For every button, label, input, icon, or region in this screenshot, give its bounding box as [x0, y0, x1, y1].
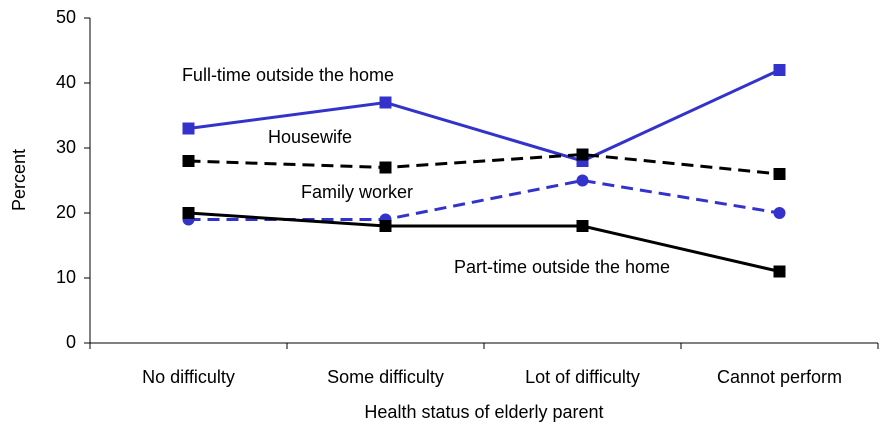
marker: [182, 155, 195, 167]
y-tick-label: 10: [56, 267, 76, 287]
marker: [182, 122, 195, 135]
marker: [379, 220, 392, 232]
marker: [576, 220, 589, 232]
x-tick-label: Cannot perform: [717, 367, 842, 387]
series-line: [188, 178, 780, 221]
y-tick-label: 50: [56, 7, 76, 27]
marker: [576, 174, 589, 187]
marker: [773, 207, 786, 219]
y-tick-label: 40: [56, 72, 76, 92]
series-line: [188, 152, 780, 176]
y-tick-label: 20: [56, 202, 76, 222]
series-label: Family worker: [301, 182, 413, 202]
marker: [773, 168, 786, 180]
series-label: Housewife: [268, 127, 352, 147]
y-tick-label: 30: [56, 137, 76, 157]
y-tick-label: 0: [66, 332, 76, 352]
marker: [576, 148, 589, 161]
series-label: Full-time outside the home: [182, 65, 394, 85]
marker: [773, 64, 786, 76]
x-tick-label: Lot of difficulty: [525, 367, 640, 387]
series-label: Part-time outside the home: [454, 257, 670, 277]
y-axis-label: Percent: [9, 149, 29, 211]
x-axis-label: Health status of elderly parent: [364, 402, 603, 422]
marker: [379, 96, 392, 109]
marker: [773, 265, 786, 278]
series-line: [188, 211, 780, 273]
marker: [182, 207, 195, 219]
x-tick-label: No difficulty: [142, 367, 235, 387]
marker: [379, 161, 392, 174]
x-tick-label: Some difficulty: [327, 367, 444, 387]
series-line: [188, 68, 781, 163]
